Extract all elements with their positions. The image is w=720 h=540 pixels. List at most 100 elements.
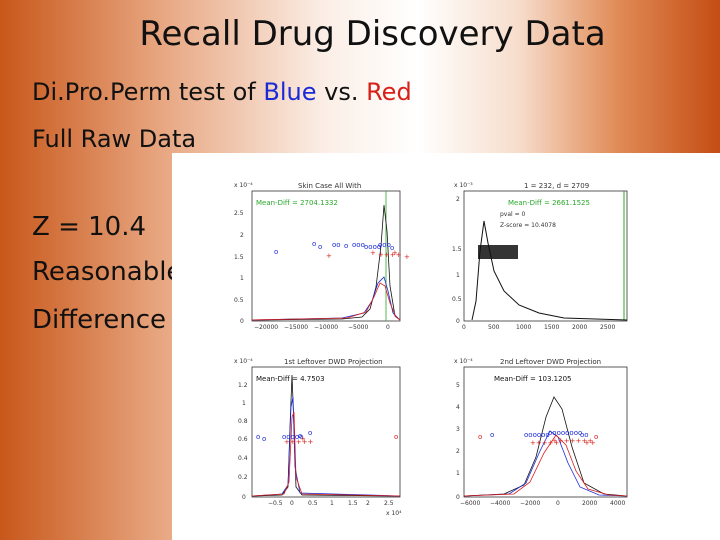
plot-frame (463, 366, 628, 498)
svg-text:++: ++ (584, 439, 596, 447)
x-tick: −10000 (314, 324, 338, 331)
x-tick: −5000 (348, 324, 368, 331)
density-red (251, 282, 401, 321)
y-tick: 1.5 (452, 246, 462, 253)
figure-panel: x 10⁻⁴ Skin Case All With Mean-Diff = 27… (172, 153, 720, 540)
y-exponent: x 10⁻⁴ (234, 182, 253, 189)
x-tick: −4000 (490, 500, 510, 507)
y-tick: 1 (456, 470, 460, 477)
x-tick: 2.5 (384, 500, 394, 507)
x-tick: 0.5 (308, 500, 318, 507)
conclusion-line-2: Difference (32, 305, 167, 335)
svg-text:o: o (344, 242, 348, 250)
svg-text:o: o (390, 244, 394, 252)
plot-frame (463, 190, 628, 322)
x-tick: 4000 (610, 500, 625, 507)
y-tick: 0.8 (238, 418, 248, 425)
x-tick: −15000 (284, 324, 308, 331)
test-description-prefix: Di.Pro.Perm test of (32, 78, 264, 106)
y-tick: 2.5 (234, 210, 244, 217)
y-tick: 0.6 (238, 436, 248, 443)
test-description: Di.Pro.Perm test of Blue vs. Red (32, 78, 412, 106)
x-tick: −2000 (520, 500, 540, 507)
y-tick: 0.4 (238, 455, 248, 462)
x-tick: 500 (488, 324, 500, 331)
y-tick: 0 (240, 318, 244, 325)
density-black (251, 374, 401, 497)
plot-title: 1st Leftover DWD Projection (284, 358, 383, 366)
x-tick: 0 (386, 324, 390, 331)
y-tick: 0.2 (238, 474, 248, 481)
plot-title: 2nd Leftover DWD Projection (500, 358, 601, 366)
y-tick: 4 (456, 404, 460, 411)
slide-title: Recall Drug Discovery Data (139, 14, 606, 54)
svg-text:o: o (318, 243, 322, 251)
x-tick: 0 (462, 324, 466, 331)
x-tick: 0 (556, 500, 560, 507)
mean-diff-label: Mean-Diff = 4.7503 (256, 375, 325, 383)
svg-text:o: o (312, 240, 316, 248)
density-red (463, 434, 628, 497)
x-tick: −0.5 (268, 500, 283, 507)
x-tick: 2500 (600, 324, 615, 331)
plot-title: 1 = 232, d = 2709 (524, 182, 589, 190)
x-tick: 0 (290, 500, 294, 507)
x-exponent: x 10⁴ (386, 510, 402, 517)
y-tick: 0.5 (234, 297, 244, 304)
density-blue (251, 396, 401, 497)
data-description: Full Raw Data (32, 125, 197, 153)
z-score: Z = 10.4 (32, 212, 147, 242)
x-tick: 1 (330, 500, 334, 507)
svg-text:o: o (262, 435, 266, 443)
x-tick: 1500 (544, 324, 559, 331)
x-tick: 1.5 (348, 500, 358, 507)
mean-diff-label: Mean-Diff = 103.1205 (494, 375, 571, 383)
red-label: Red (366, 78, 412, 106)
density-black (251, 204, 401, 321)
y-exponent: x 10⁻³ (454, 182, 473, 189)
svg-text:o: o (298, 432, 302, 440)
scatter-points: oo o oo o ooo ooooooo o + + ++++ + + (274, 240, 410, 261)
svg-text:oooooo: oooooo (524, 431, 550, 439)
zscore-label: Z-score = 10.4078 (500, 222, 556, 229)
svg-text:oooooooo: oooooooo (548, 429, 582, 437)
plot-first-leftover: x 10⁻⁴ 1st Leftover DWD Projection Mean-… (234, 358, 402, 517)
svg-text:+++++++: +++++++ (552, 437, 593, 445)
x-tick: 2 (366, 500, 370, 507)
svg-text:ooooo: ooooo (282, 433, 303, 441)
svg-text:oooo: oooo (364, 243, 381, 251)
permutation-points (478, 245, 518, 259)
y-tick: 0.5 (452, 296, 462, 303)
svg-text:+: + (300, 435, 306, 443)
conclusion-line-1: Reasonable (32, 257, 183, 287)
y-tick: 1.5 (234, 254, 244, 261)
plot-skin-case: x 10⁻⁴ Skin Case All With Mean-Diff = 27… (234, 182, 410, 331)
svg-text:+: + (370, 249, 376, 257)
svg-text:o: o (394, 433, 398, 441)
svg-text:o: o (490, 431, 494, 439)
svg-text:+: + (404, 253, 410, 261)
y-tick: 1 (242, 400, 246, 407)
plot-title: Skin Case All With (298, 182, 361, 190)
mean-diff-label: Mean-Diff = 2661.1525 (508, 199, 590, 207)
plot-frame (251, 190, 401, 322)
y-exponent: x 10⁻⁴ (454, 358, 473, 365)
y-tick: 1 (240, 275, 244, 282)
y-tick: 2 (456, 196, 460, 203)
y-tick: 0 (242, 494, 246, 501)
y-tick: 1.2 (238, 382, 248, 389)
y-tick: 0 (456, 318, 460, 325)
y-tick: 2 (240, 232, 244, 239)
svg-text:+: + (392, 249, 398, 257)
svg-text:ooo: ooo (378, 241, 391, 249)
svg-text:oo: oo (580, 431, 589, 439)
svg-text:oo: oo (332, 241, 341, 249)
svg-text:o: o (256, 433, 260, 441)
blue-label: Blue (263, 78, 317, 106)
svg-text:o: o (594, 433, 598, 441)
svg-text:++++: ++++ (378, 251, 402, 259)
plot-permutation: x 10⁻³ 1 = 232, d = 2709 Mean-Diff = 266… (452, 182, 628, 331)
y-tick: 3 (456, 426, 460, 433)
